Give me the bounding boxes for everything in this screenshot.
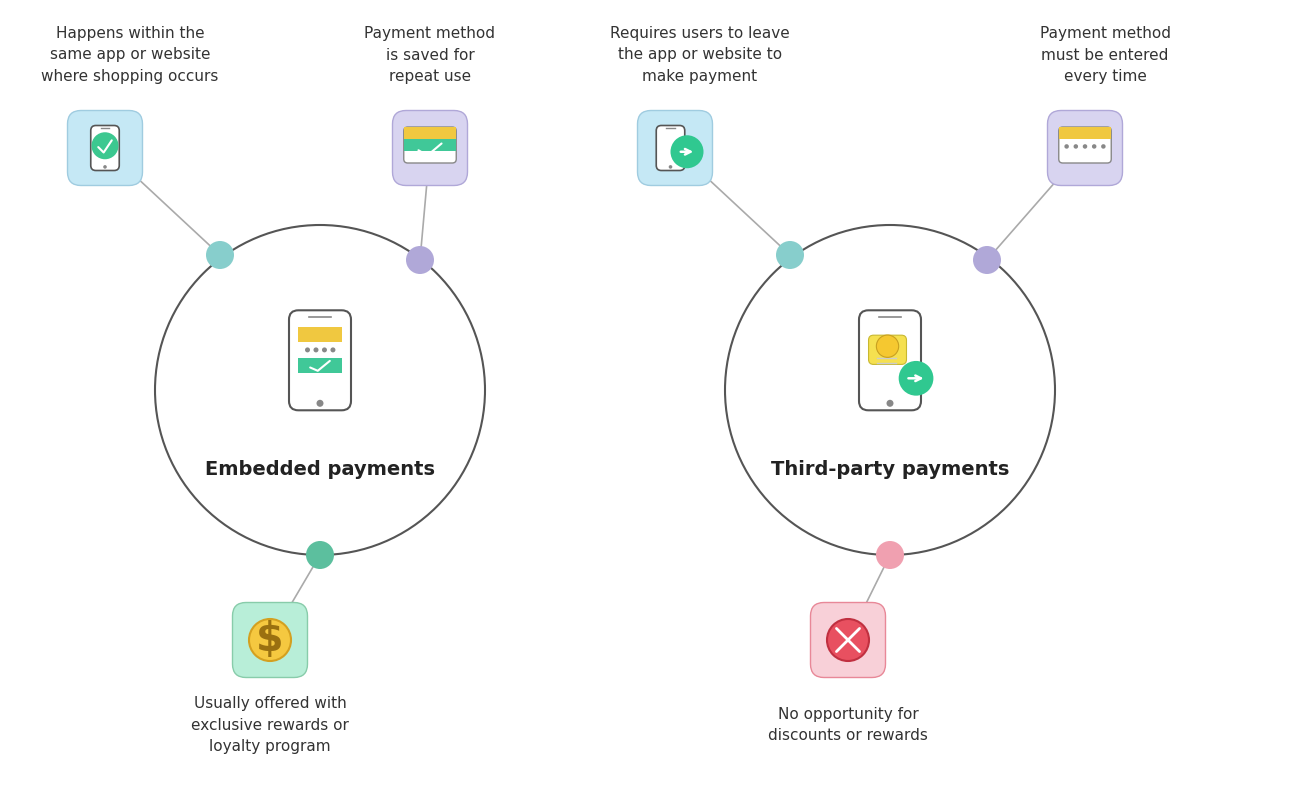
Circle shape xyxy=(876,335,898,358)
Circle shape xyxy=(1093,144,1096,149)
FancyBboxPatch shape xyxy=(393,110,468,186)
Circle shape xyxy=(316,400,324,407)
FancyBboxPatch shape xyxy=(289,310,351,410)
Circle shape xyxy=(306,541,334,569)
Text: Requires users to leave
the app or website to
make payment: Requires users to leave the app or websi… xyxy=(610,26,789,84)
Text: Embedded payments: Embedded payments xyxy=(205,460,435,479)
FancyBboxPatch shape xyxy=(638,110,713,186)
Circle shape xyxy=(886,400,893,407)
Text: Happens within the
same app or website
where shopping occurs: Happens within the same app or website w… xyxy=(41,26,219,84)
Circle shape xyxy=(1064,144,1069,149)
Bar xyxy=(404,139,456,151)
Circle shape xyxy=(827,619,870,661)
Circle shape xyxy=(669,165,673,169)
Circle shape xyxy=(249,619,292,661)
Circle shape xyxy=(670,136,704,168)
Circle shape xyxy=(1073,144,1078,149)
Text: Payment method
must be entered
every time: Payment method must be entered every tim… xyxy=(1039,26,1170,84)
Text: $: $ xyxy=(257,620,284,660)
Text: Usually offered with
exclusive rewards or
loyalty program: Usually offered with exclusive rewards o… xyxy=(191,696,349,754)
Circle shape xyxy=(314,347,319,352)
FancyBboxPatch shape xyxy=(404,127,456,163)
FancyBboxPatch shape xyxy=(656,125,684,170)
FancyBboxPatch shape xyxy=(91,125,119,170)
Circle shape xyxy=(321,347,327,352)
Text: No opportunity for
discounts or rewards: No opportunity for discounts or rewards xyxy=(769,707,928,743)
Circle shape xyxy=(330,347,336,352)
Circle shape xyxy=(305,347,310,352)
Circle shape xyxy=(1082,144,1087,149)
Circle shape xyxy=(104,165,106,169)
Bar xyxy=(1059,127,1111,139)
Circle shape xyxy=(876,541,905,569)
FancyBboxPatch shape xyxy=(868,335,906,365)
Circle shape xyxy=(898,361,933,396)
Bar xyxy=(298,358,342,373)
Circle shape xyxy=(776,241,804,269)
Circle shape xyxy=(406,246,434,274)
FancyBboxPatch shape xyxy=(1059,127,1111,163)
Circle shape xyxy=(1102,144,1105,149)
FancyBboxPatch shape xyxy=(859,310,921,410)
FancyBboxPatch shape xyxy=(810,603,885,677)
Text: Third-party payments: Third-party payments xyxy=(771,460,1010,479)
Bar xyxy=(404,127,456,139)
FancyBboxPatch shape xyxy=(67,110,143,186)
Circle shape xyxy=(973,246,1001,274)
FancyBboxPatch shape xyxy=(232,603,307,677)
Text: Payment method
is saved for
repeat use: Payment method is saved for repeat use xyxy=(364,26,495,84)
Circle shape xyxy=(206,241,235,269)
Bar xyxy=(298,327,342,343)
Circle shape xyxy=(92,132,118,159)
FancyBboxPatch shape xyxy=(1047,110,1122,186)
